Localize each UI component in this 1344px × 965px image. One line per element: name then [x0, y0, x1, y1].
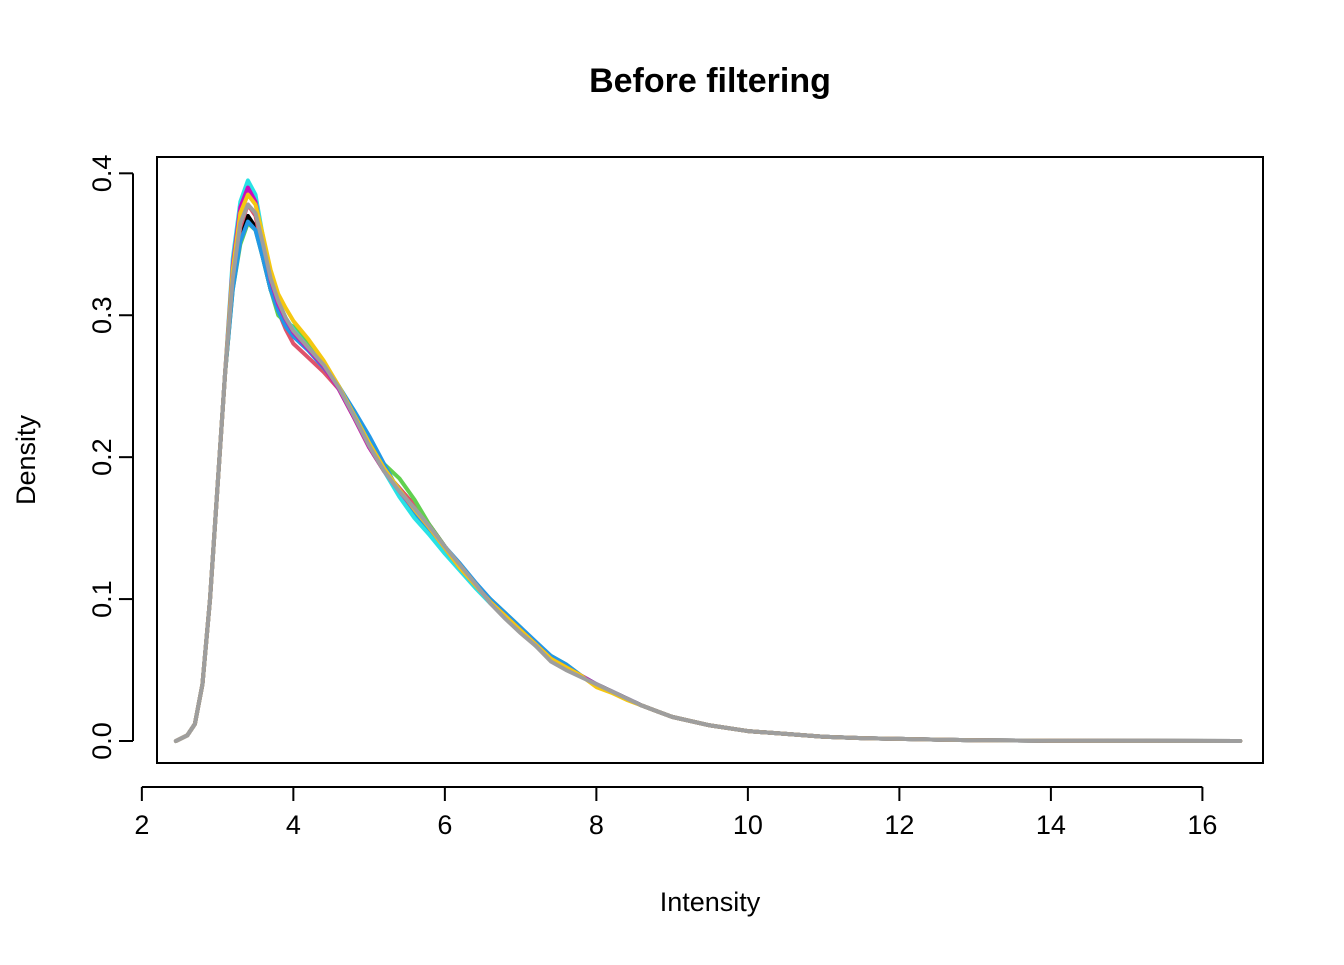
y-tick-label: 0.1 — [87, 580, 117, 618]
x-tick-label: 12 — [884, 810, 914, 840]
x-tick-label: 2 — [134, 810, 149, 840]
y-tick-label: 0.2 — [87, 438, 117, 476]
y-tick-label: 0.3 — [87, 296, 117, 334]
chart-title: Before filtering — [589, 62, 831, 100]
x-axis: 2 4 6 8 10 12 14 16 — [134, 786, 1217, 840]
y-tick-label: 0.4 — [87, 155, 117, 193]
density-line — [173, 202, 1243, 743]
plot-frame — [156, 156, 1264, 764]
x-tick-label: 16 — [1187, 810, 1217, 840]
x-tick-label: 6 — [437, 810, 452, 840]
x-axis-title: Intensity — [660, 887, 761, 917]
x-tick-label: 10 — [733, 810, 763, 840]
y-axis: 0.0 0.1 0.2 0.3 0.4 — [87, 155, 134, 760]
x-tick-label: 4 — [286, 810, 301, 840]
x-tick-label: 14 — [1036, 810, 1066, 840]
density-series-group — [173, 178, 1243, 743]
y-axis-title: Density — [11, 414, 41, 505]
y-tick-label: 0.0 — [87, 722, 117, 760]
x-tick-label: 8 — [589, 810, 604, 840]
